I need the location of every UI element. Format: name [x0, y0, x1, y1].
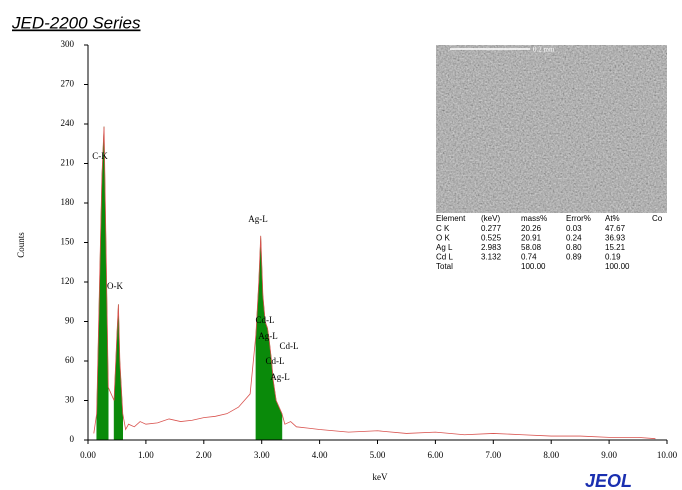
- table-cell: 0.525: [481, 234, 502, 243]
- table-cell: 3.132: [481, 253, 502, 262]
- spectrum-line: [93, 126, 656, 440]
- table-cell: 100.00: [521, 262, 546, 271]
- table-header: Element: [436, 214, 466, 223]
- sem-texture: [436, 45, 667, 213]
- y-tick-label: 60: [65, 355, 75, 365]
- table-cell: 0.277: [481, 224, 502, 233]
- y-axis-label: Counts: [16, 232, 26, 258]
- peak-label: C-K: [92, 151, 108, 161]
- table-cell: Cd L: [436, 253, 453, 262]
- peak-label: O-K: [107, 281, 123, 291]
- table-cell: 0.74: [521, 253, 537, 262]
- table-cell: 0.24: [566, 234, 582, 243]
- x-tick-label: 5.00: [370, 450, 386, 460]
- y-tick-label: 300: [61, 39, 75, 49]
- table-cell: 0.89: [566, 253, 582, 262]
- y-tick-label: 270: [61, 79, 75, 89]
- chart-title: JED-2200 Series: [11, 13, 141, 32]
- y-tick-label: 90: [65, 316, 75, 326]
- x-tick-label: 2.00: [196, 450, 212, 460]
- logo: JEOL: [585, 471, 632, 490]
- peak-label: Cd-L: [256, 315, 275, 325]
- table-cell: 58.08: [521, 243, 542, 252]
- table-cell: 0.03: [566, 224, 582, 233]
- table-cell: C K: [436, 224, 450, 233]
- table-header: mass%: [521, 214, 547, 223]
- y-tick-label: 180: [61, 197, 75, 207]
- table-header: (keV): [481, 214, 500, 223]
- peak-area: [96, 126, 283, 441]
- x-tick-label: 9.00: [601, 450, 617, 460]
- x-tick-label: 4.00: [312, 450, 328, 460]
- peak-label: Cd-L: [266, 356, 285, 366]
- table-cell: 36.93: [605, 234, 626, 243]
- table-header: Error%: [566, 214, 591, 223]
- y-tick-label: 120: [61, 276, 75, 286]
- table-cell: 100.00: [605, 262, 630, 271]
- x-tick-label: 1.00: [138, 450, 154, 460]
- y-tick-label: 0: [70, 434, 75, 444]
- y-tick-label: 30: [65, 395, 75, 405]
- table-header: Co: [652, 214, 663, 223]
- table-cell: 0.19: [605, 253, 621, 262]
- table-header: At%: [605, 214, 620, 223]
- y-tick-label: 240: [61, 118, 75, 128]
- x-tick-label: 0.00: [80, 450, 96, 460]
- peak-label: Cd-L: [280, 341, 299, 351]
- peak-label: Ag-L: [270, 372, 290, 382]
- table-cell: Total: [436, 262, 453, 271]
- x-tick-label: 8.00: [543, 450, 559, 460]
- table-cell: Ag L: [436, 243, 453, 252]
- table-cell: 47.67: [605, 224, 626, 233]
- y-tick-label: 150: [61, 237, 75, 247]
- table-cell: 20.26: [521, 224, 542, 233]
- x-tick-label: 10.00: [657, 450, 678, 460]
- sem-image: 0.2 mm: [436, 45, 667, 213]
- x-tick-label: 7.00: [485, 450, 501, 460]
- table-cell: 20.91: [521, 234, 542, 243]
- table-cell: 2.983: [481, 243, 502, 252]
- peak-label: Ag-L: [248, 214, 268, 224]
- scale-label: 0.2 mm: [533, 46, 555, 54]
- y-tick-label: 210: [61, 158, 75, 168]
- table-cell: 0.80: [566, 243, 582, 252]
- x-tick-label: 3.00: [254, 450, 270, 460]
- table-cell: O K: [436, 234, 450, 243]
- x-axis-label: keV: [373, 472, 388, 482]
- peak-label: Ag-L: [258, 331, 278, 341]
- table-cell: 15.21: [605, 243, 626, 252]
- x-tick-label: 6.00: [428, 450, 444, 460]
